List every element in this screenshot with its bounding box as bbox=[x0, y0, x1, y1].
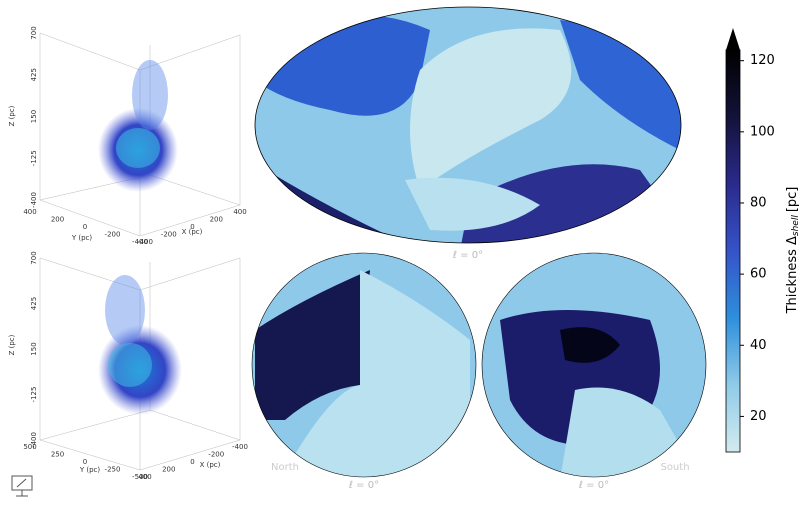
z-axis-label: Z (pc) bbox=[8, 105, 16, 126]
south-map bbox=[482, 253, 706, 477]
z-tick-label: -400 bbox=[30, 432, 38, 448]
y-axis-label: Y (pc) bbox=[79, 466, 101, 474]
map-label: ℓ = 0° bbox=[349, 480, 379, 491]
x-tick-label: 400 bbox=[138, 473, 151, 481]
map-border bbox=[481, 252, 707, 478]
colorbar-tick-label: 40 bbox=[750, 338, 767, 353]
z-tick-label: -400 bbox=[30, 192, 38, 208]
z-axis-label: Z (pc) bbox=[8, 334, 16, 355]
map-name: South bbox=[660, 462, 689, 473]
z-tick-label: 425 bbox=[30, 297, 38, 310]
north-map bbox=[252, 253, 476, 477]
x-tick-label: 200 bbox=[162, 466, 175, 474]
colorbar-label-sub: shell bbox=[791, 215, 801, 236]
y-tick-label: 0 bbox=[83, 223, 87, 231]
y-tick-label: -500 bbox=[132, 473, 148, 481]
z-tick-label: 700 bbox=[30, 251, 38, 264]
x-tick-label: -400 bbox=[137, 238, 153, 246]
colorbar-label-unit: [pc] bbox=[785, 187, 800, 213]
z-tick-label: 150 bbox=[30, 342, 38, 355]
x-axis-label: X (pc) bbox=[182, 228, 203, 236]
y-tick-label: -400 bbox=[132, 238, 148, 246]
z-tick-label: 425 bbox=[30, 68, 38, 81]
x-tick-label: 200 bbox=[210, 216, 223, 224]
x-tick-label: 400 bbox=[233, 208, 246, 216]
icon bbox=[11, 475, 33, 497]
x-axis-label: X (pc) bbox=[200, 461, 221, 469]
z-tick-label: 700 bbox=[30, 26, 38, 39]
colorbar bbox=[725, 49, 741, 453]
x-tick-label: -400 bbox=[232, 443, 248, 451]
y-tick-label: 200 bbox=[51, 216, 64, 224]
y-tick-label: 500 bbox=[23, 443, 36, 451]
colorbar-tick-label: 120 bbox=[750, 53, 775, 68]
x-tick-label: -200 bbox=[161, 231, 177, 239]
y-axis-label: Y (pc) bbox=[71, 234, 93, 242]
y-tick-label: 0 bbox=[83, 458, 87, 466]
colorbar-extend bbox=[726, 28, 740, 50]
mollweide-map bbox=[255, 7, 681, 243]
x-tick-label: 0 bbox=[190, 458, 194, 466]
x-tick-label: 0 bbox=[190, 223, 194, 231]
colorbar-tick-label: 80 bbox=[750, 195, 767, 210]
map-label: ℓ = 0° bbox=[579, 480, 609, 491]
colorbar-tick-label: 100 bbox=[750, 124, 775, 139]
colorbar-tick-label: 60 bbox=[750, 267, 767, 282]
z-tick-label: -125 bbox=[30, 387, 38, 403]
colorbar-label-main: Thickness Δ bbox=[785, 236, 800, 314]
colorbar-label: Thickness Δshell [pc] bbox=[785, 187, 801, 315]
z-tick-label: -125 bbox=[30, 150, 38, 166]
colorbar-tick-label: 20 bbox=[750, 409, 767, 424]
map-name: North bbox=[271, 462, 299, 473]
point-cloud bbox=[98, 60, 182, 415]
x-tick-label: -200 bbox=[208, 451, 224, 459]
map-border bbox=[254, 6, 682, 244]
y-tick-label: -250 bbox=[105, 466, 121, 474]
y-tick-label: 400 bbox=[23, 208, 36, 216]
y-tick-label: 250 bbox=[51, 451, 64, 459]
map-label: ℓ = 0° bbox=[453, 250, 483, 261]
z-tick-label: 150 bbox=[30, 110, 38, 123]
map-border bbox=[251, 252, 477, 478]
y-tick-label: -200 bbox=[105, 231, 121, 239]
